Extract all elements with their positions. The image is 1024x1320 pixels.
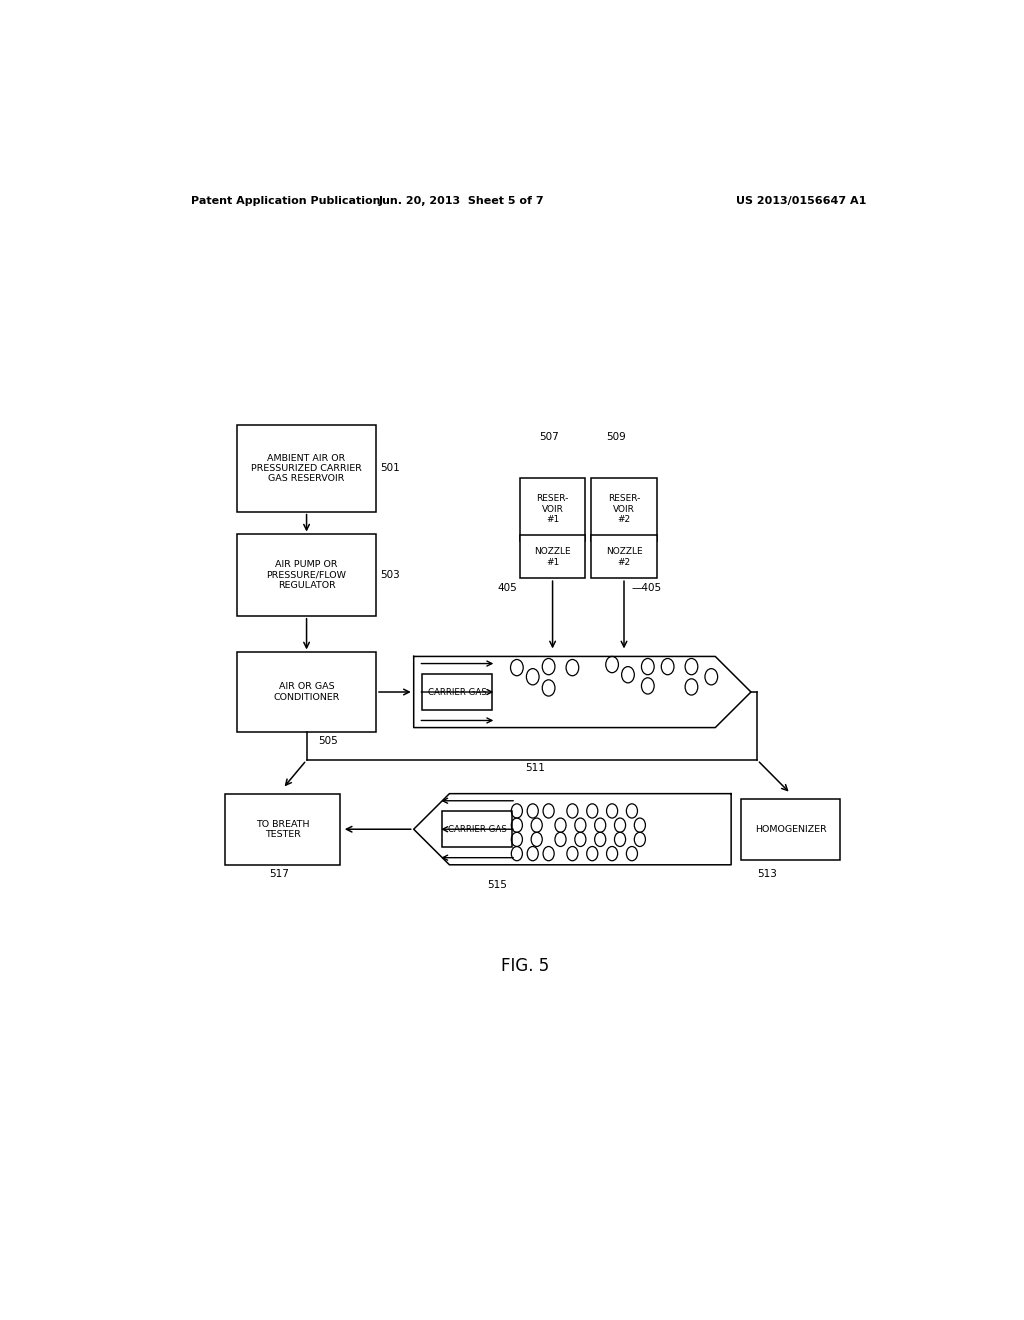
Text: —405: —405 <box>632 583 663 593</box>
Text: 513: 513 <box>758 869 777 879</box>
Text: FIG. 5: FIG. 5 <box>501 957 549 975</box>
Text: AMBIENT AIR OR
PRESSURIZED CARRIER
GAS RESERVOIR: AMBIENT AIR OR PRESSURIZED CARRIER GAS R… <box>251 454 362 483</box>
FancyBboxPatch shape <box>520 536 585 578</box>
FancyBboxPatch shape <box>741 799 841 859</box>
Text: 503: 503 <box>380 570 400 579</box>
Text: 511: 511 <box>524 763 545 774</box>
Text: Jun. 20, 2013  Sheet 5 of 7: Jun. 20, 2013 Sheet 5 of 7 <box>379 197 544 206</box>
Text: Patent Application Publication: Patent Application Publication <box>191 197 381 206</box>
Text: 515: 515 <box>487 880 507 890</box>
Text: NOZZLE
#1: NOZZLE #1 <box>535 546 571 566</box>
Text: 517: 517 <box>269 869 289 879</box>
Text: AIR PUMP OR
PRESSURE/FLOW
REGULATOR: AIR PUMP OR PRESSURE/FLOW REGULATOR <box>266 560 346 590</box>
Text: AIR OR GAS
CONDITIONER: AIR OR GAS CONDITIONER <box>273 682 340 702</box>
Text: TO BREATH
TESTER: TO BREATH TESTER <box>256 820 309 840</box>
Text: 405: 405 <box>497 583 517 593</box>
Text: 509: 509 <box>606 432 626 442</box>
Text: HOMOGENIZER: HOMOGENIZER <box>755 825 826 834</box>
FancyBboxPatch shape <box>592 536 656 578</box>
Text: CARRIER GAS: CARRIER GAS <box>428 688 486 697</box>
FancyBboxPatch shape <box>423 675 493 710</box>
FancyBboxPatch shape <box>592 478 656 541</box>
Text: RESER-
VOIR
#1: RESER- VOIR #1 <box>537 494 568 524</box>
Text: CARRIER GAS: CARRIER GAS <box>447 825 507 834</box>
Text: 505: 505 <box>318 735 338 746</box>
FancyBboxPatch shape <box>225 793 340 865</box>
Text: US 2013/0156647 A1: US 2013/0156647 A1 <box>735 197 866 206</box>
FancyBboxPatch shape <box>520 478 585 541</box>
FancyBboxPatch shape <box>238 425 376 512</box>
FancyBboxPatch shape <box>442 812 512 847</box>
FancyBboxPatch shape <box>238 652 376 731</box>
Text: RESER-
VOIR
#2: RESER- VOIR #2 <box>608 494 640 524</box>
FancyBboxPatch shape <box>238 535 376 616</box>
Text: NOZZLE
#2: NOZZLE #2 <box>605 546 642 566</box>
Text: 507: 507 <box>539 432 558 442</box>
Text: 501: 501 <box>380 463 400 474</box>
